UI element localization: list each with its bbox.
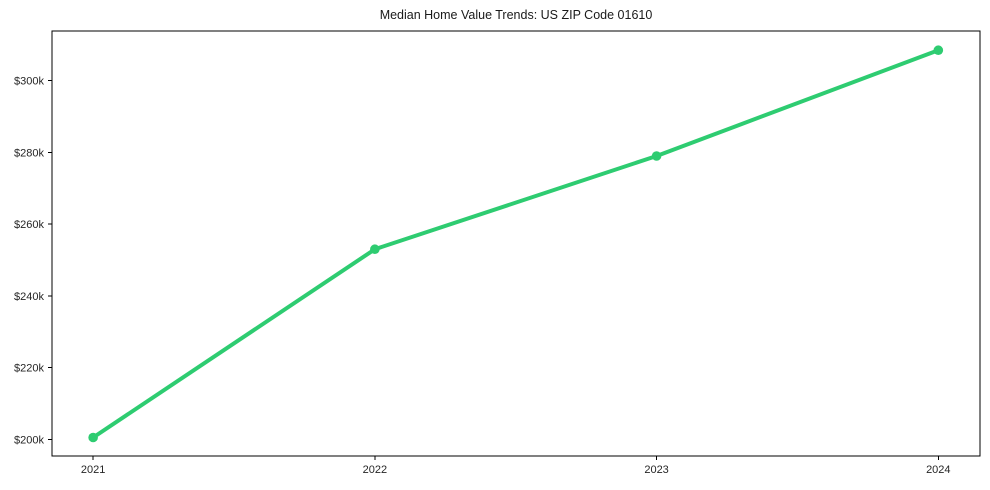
y-axis-tick-label: $220k: [14, 363, 44, 375]
x-axis-tick-label: 2022: [363, 464, 387, 476]
y-axis-tick-label: $200k: [14, 434, 44, 446]
trend-line: [91, 48, 941, 440]
y-axis-tick-label: $260k: [14, 219, 44, 231]
y-axis-tick-label: $300k: [14, 76, 44, 88]
plot-frame: [51, 30, 981, 457]
y-axis-tick-label: $280k: [14, 147, 44, 159]
y-axis-tick-label: $240k: [14, 291, 44, 303]
x-axis-tick-label: 2021: [81, 464, 105, 476]
data-point-2021: [88, 432, 98, 443]
data-point-2023: [651, 151, 662, 161]
data-point-2022: [370, 244, 380, 255]
chart-title: Median Home Value Trends: US ZIP Code 01…: [379, 8, 653, 22]
x-axis-tick-label: 2023: [644, 464, 668, 476]
data-point-2024: [933, 45, 944, 56]
x-axis-tick-label: 2024: [926, 464, 950, 476]
